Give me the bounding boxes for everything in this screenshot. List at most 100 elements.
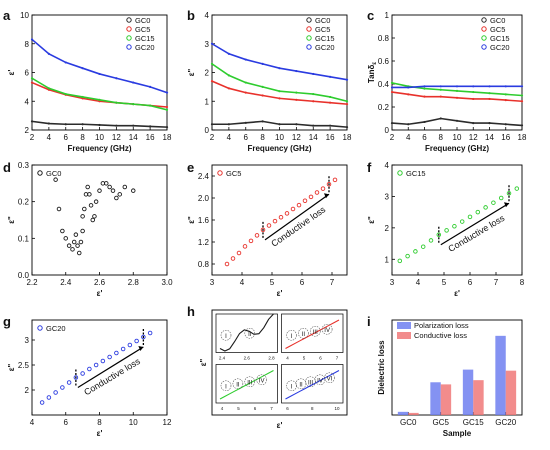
y-tick-label: 1 bbox=[205, 97, 210, 106]
data-point bbox=[472, 90, 475, 94]
y-axis-label-subscript: ε bbox=[372, 62, 378, 65]
data-point bbox=[504, 123, 507, 126]
data-point bbox=[278, 90, 281, 93]
data-point bbox=[81, 67, 84, 70]
data-point bbox=[290, 206, 296, 212]
x-tick-label: 12 bbox=[469, 133, 478, 142]
plot-frame bbox=[211, 164, 348, 276]
x-tick-label: 4 bbox=[227, 133, 232, 142]
legend-marker bbox=[126, 44, 132, 50]
panel-e: 3 4 5 6 7 0.8 1.2 1.6 2.0 2.4 ε' ε" GC5 Conductive lo… bbox=[187, 164, 348, 298]
data-point bbox=[75, 243, 80, 248]
legend-marker bbox=[481, 35, 487, 41]
legend-marker bbox=[306, 26, 312, 32]
legend-marker bbox=[481, 44, 487, 50]
panel-c: 2 4 6 8 10 12 14 16 18 0 0.2 0.4 0.6 0.8 1 Frequency (G… bbox=[367, 11, 527, 153]
data-point bbox=[296, 202, 302, 208]
data-point bbox=[230, 256, 236, 261]
data-point bbox=[64, 92, 67, 96]
inset-tick-label: 6 bbox=[254, 406, 257, 411]
legend-marker bbox=[37, 325, 43, 331]
legend-label: GC20 bbox=[315, 43, 335, 52]
relaxation-label: III bbox=[313, 330, 318, 336]
legend-label: GC0 bbox=[490, 16, 505, 25]
y-axis-label: ε" bbox=[187, 216, 196, 224]
relaxation-label: IV bbox=[324, 328, 330, 334]
inset-h1: I II2.4 2.6 2.8 bbox=[215, 313, 278, 361]
data-point bbox=[210, 80, 214, 83]
data-point bbox=[520, 94, 524, 97]
y-tick-label: 4 bbox=[385, 161, 390, 170]
y-axis-label: ε" bbox=[7, 216, 16, 224]
relaxation-circle bbox=[232, 378, 244, 390]
series-line-GC15 bbox=[31, 77, 168, 111]
data-point bbox=[475, 209, 481, 215]
y-tick-label: 0 bbox=[205, 126, 210, 135]
x-tick-label: 8 bbox=[97, 418, 102, 427]
arrow-line bbox=[440, 202, 510, 246]
data-point bbox=[467, 214, 473, 220]
legend-label: GC20 bbox=[135, 43, 155, 52]
x-tick-label: 14 bbox=[129, 133, 138, 142]
relaxation-circle bbox=[324, 372, 335, 384]
series-line-GC5 bbox=[211, 80, 348, 105]
data-point bbox=[110, 188, 116, 193]
data-point bbox=[329, 95, 332, 99]
data-point bbox=[295, 91, 298, 94]
y-tick-label: 0.1 bbox=[18, 234, 30, 243]
data-point bbox=[132, 124, 135, 127]
relaxation-circle bbox=[220, 380, 232, 392]
data-point bbox=[60, 385, 65, 390]
annotation-label: Conductive loss bbox=[446, 213, 506, 254]
legend-label: GC20 bbox=[46, 324, 66, 333]
data-point bbox=[390, 122, 394, 125]
plot-frame bbox=[391, 164, 523, 276]
data-point bbox=[260, 227, 266, 233]
y-tick-label: 0.8 bbox=[198, 260, 210, 269]
legend-label: Polarization loss bbox=[414, 321, 469, 330]
panel-g: 4 6 8 10 12 2 2.5 3 ε' ε" GC20 Conductive loss bbox=[7, 319, 172, 438]
data-point bbox=[320, 186, 326, 191]
data-point bbox=[244, 121, 247, 124]
x-tick-label: 8 bbox=[80, 133, 85, 142]
data-point bbox=[329, 75, 332, 78]
data-point bbox=[244, 58, 247, 61]
data-point bbox=[244, 91, 247, 94]
x-tick-label: 10 bbox=[95, 133, 104, 142]
y-tick-label: 3 bbox=[205, 40, 210, 49]
data-point bbox=[147, 330, 153, 336]
data-point bbox=[210, 123, 214, 126]
data-point bbox=[115, 124, 118, 127]
legend-label: GC0 bbox=[46, 169, 61, 178]
inset-h2: I II III IV4 5 6 7 bbox=[281, 313, 344, 361]
data-point bbox=[308, 194, 314, 200]
y-axis-label: ε" bbox=[367, 216, 376, 224]
inset-frame bbox=[281, 313, 344, 353]
data-point bbox=[114, 350, 119, 356]
data-point bbox=[472, 122, 475, 125]
data-point bbox=[284, 211, 290, 216]
x-tick-label: 2.2 bbox=[26, 278, 38, 287]
x-tick-label: 2 bbox=[390, 133, 395, 142]
data-point bbox=[93, 199, 99, 204]
x-tick-label: 5 bbox=[270, 278, 275, 287]
panel-letter-a: a bbox=[3, 8, 11, 23]
x-tick-label: 3 bbox=[390, 278, 395, 287]
relaxation-label: I bbox=[225, 384, 227, 390]
bar-conductive-loss bbox=[505, 370, 517, 415]
y-axis-label: Dielectric loss bbox=[377, 340, 386, 395]
x-tick-label: 6 bbox=[64, 418, 69, 427]
inset-frame bbox=[215, 313, 278, 353]
data-point bbox=[278, 97, 281, 100]
data-point bbox=[407, 93, 410, 96]
x-tick-label: GC5 bbox=[433, 418, 450, 427]
data-point bbox=[227, 74, 230, 77]
inset-tick-label: 7 bbox=[270, 406, 273, 411]
data-point bbox=[504, 99, 507, 102]
relaxation-circle bbox=[321, 323, 333, 335]
data-point bbox=[98, 123, 101, 127]
data-point bbox=[47, 122, 50, 125]
data-point bbox=[345, 103, 349, 106]
data-point bbox=[278, 67, 281, 70]
